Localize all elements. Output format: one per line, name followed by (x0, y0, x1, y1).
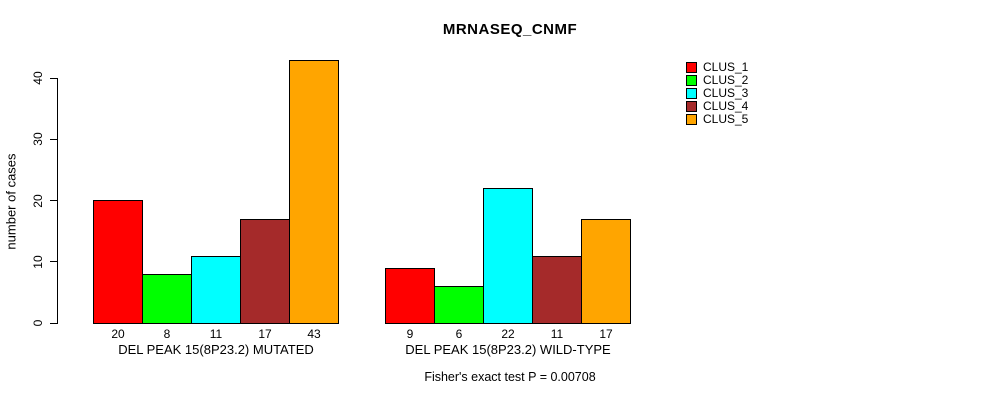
legend-label-clus_3: CLUS_3 (703, 86, 749, 100)
legend-swatch-clus_3 (686, 88, 697, 99)
bar-clus_5-group1 (289, 60, 339, 324)
x-group-label-2: DEL PEAK 15(8P23.2) WILD-TYPE (405, 342, 611, 357)
bar-clus_2-group2 (434, 286, 484, 324)
legend-row-clus_5: CLUS_5 (686, 112, 749, 126)
y-axis-line (57, 78, 58, 324)
legend-label-clus_2: CLUS_2 (703, 73, 749, 87)
legend-label-clus_4: CLUS_4 (703, 99, 749, 113)
bar-value-clus_5-group1: 43 (307, 327, 321, 341)
y-tick-label-0: 0 (31, 319, 45, 327)
y-tick-label-20: 20 (31, 193, 45, 208)
legend-label-clus_1: CLUS_1 (703, 60, 749, 74)
bar-clus_4-group2 (532, 256, 582, 324)
bar-value-clus_4-group2: 11 (550, 327, 564, 341)
y-tick-40 (50, 77, 57, 79)
fisher-test-caption: Fisher's exact test P = 0.00708 (424, 370, 596, 384)
bar-value-clus_3-group1: 11 (209, 327, 223, 341)
legend-row-clus_1: CLUS_1 (686, 60, 749, 74)
bar-value-clus_1-group2: 9 (406, 327, 414, 341)
bar-value-clus_4-group1: 17 (258, 327, 272, 341)
bar-value-clus_5-group2: 17 (599, 327, 613, 341)
legend-row-clus_3: CLUS_3 (686, 86, 749, 100)
legend-row-clus_2: CLUS_2 (686, 73, 749, 87)
y-axis-label: number of cases (3, 153, 19, 250)
bar-clus_4-group1 (240, 219, 290, 324)
y-tick-label-10: 10 (31, 255, 45, 269)
bar-clus_2-group1 (142, 274, 192, 324)
legend-swatch-clus_4 (686, 101, 697, 112)
bar-value-clus_2-group2: 6 (455, 327, 463, 341)
bar-value-clus_1-group1: 20 (111, 327, 125, 341)
y-tick-20 (50, 200, 57, 201)
x-group-label-1: DEL PEAK 15(8P23.2) MUTATED (118, 342, 314, 357)
legend-row-clus_4: CLUS_4 (686, 99, 749, 113)
legend-label-clus_5: CLUS_5 (703, 112, 749, 126)
legend-swatch-clus_1 (686, 62, 697, 73)
y-tick-label-30: 30 (31, 132, 45, 146)
legend: CLUS_1 CLUS_2 CLUS_3 CLUS_4 CLUS_5 (686, 60, 749, 127)
bar-clus_5-group2 (581, 219, 631, 324)
bar-clus_3-group2 (483, 188, 533, 324)
legend-swatch-clus_5 (686, 114, 697, 125)
chart-title: MRNASEQ_CNMF (442, 21, 578, 38)
legend-swatch-clus_2 (686, 75, 697, 86)
bar-clus_1-group1 (93, 200, 143, 324)
bar-clus_1-group2 (385, 268, 435, 324)
bar-value-clus_2-group1: 8 (163, 327, 171, 341)
y-tick-10 (50, 261, 57, 263)
y-tick-0 (50, 322, 57, 324)
bar-clus_3-group1 (191, 256, 241, 324)
bar-value-clus_3-group2: 22 (501, 327, 515, 341)
y-tick-30 (50, 138, 57, 140)
y-tick-label-40: 40 (31, 71, 45, 85)
